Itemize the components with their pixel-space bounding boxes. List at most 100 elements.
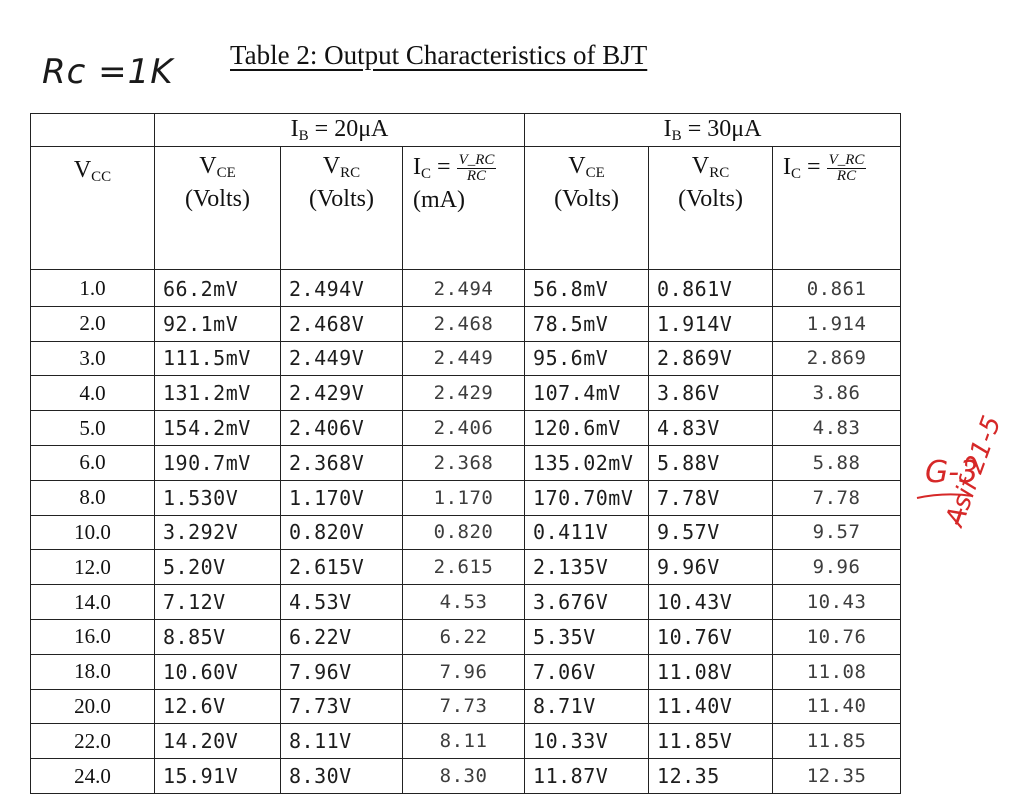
vrc-cell: 0.820V [280, 514, 403, 551]
ic-cell: 11.08 [772, 653, 902, 690]
vce-subscript: CE [585, 165, 605, 181]
vrc-cell: 9.96V [648, 549, 774, 586]
col-header-ic-ib30: IC = V_RC RC [772, 146, 902, 270]
ic-numerator: V_RC [826, 152, 867, 169]
vrc-cell: 2.494V [280, 269, 403, 307]
col-header-vce-ib30: VCE (Volts) [524, 146, 650, 270]
vce-cell: 10.60V [154, 653, 281, 690]
col-header-vrc-ib20: VRC (Volts) [280, 146, 403, 270]
ic-cell: 4.83 [772, 410, 902, 446]
vcc-cell: 20.0 [30, 688, 155, 725]
volts-unit: (Volts) [678, 186, 743, 212]
ic-cell: 8.11 [401, 723, 526, 760]
ib30-value: = 30μA [681, 115, 762, 142]
ic-cell: 2.449 [401, 340, 526, 377]
vce-cell: 7.06V [524, 653, 650, 690]
vcc-cell: 16.0 [30, 618, 155, 655]
vcc-cell: 12.0 [30, 549, 155, 586]
ib30-subscript: B [671, 127, 682, 144]
vce-cell: 14.20V [154, 723, 281, 760]
table-title: Table 2: Output Characteristics of BJT [230, 40, 648, 70]
vce-cell: 5.35V [524, 618, 650, 655]
volts-unit: (Volts) [309, 186, 374, 212]
vrc-cell: 10.43V [648, 584, 774, 620]
vcc-cell: 1.0 [30, 269, 155, 307]
col-header-ic-ib20: IC = V_RC RC (mA) [401, 146, 526, 270]
ic-cell: 10.43 [772, 584, 902, 620]
ic-cell: 2.615 [401, 549, 526, 586]
vrc-cell: 12.35 [648, 758, 774, 794]
empty-corner-cell [30, 113, 155, 147]
ic-symbol: I [413, 154, 421, 181]
vce-cell: 66.2mV [154, 269, 281, 307]
table-row: 24.0 15.91V 8.30V 8.30 11.87V 12.35 12.35 [30, 758, 902, 794]
vce-cell: 3.292V [154, 514, 281, 551]
vrc-cell: 2.406V [280, 410, 403, 446]
ma-unit: (mA) [413, 187, 465, 214]
vce-symbol: V [568, 153, 586, 179]
vce-cell: 0.411V [524, 514, 650, 551]
grade-annotation: G-3 [925, 455, 979, 490]
vrc-subscript: RC [709, 165, 730, 181]
vce-cell: 11.87V [524, 758, 650, 794]
table-row: 22.0 14.20V 8.11V 8.11 10.33V 11.85V 11.85 [30, 723, 902, 760]
vcc-cell: 4.0 [30, 375, 155, 412]
vrc-cell: 2.368V [280, 444, 403, 481]
table-row: 8.0 1.530V 1.170V 1.170 170.70mV 7.78V 7.78 [30, 479, 902, 516]
volts-unit: (Volts) [554, 186, 619, 212]
group-header-ib-20: IB = 20μA [153, 113, 526, 147]
ic-cell: 1.170 [401, 479, 526, 516]
vcc-cell: 18.0 [30, 653, 155, 690]
vcc-cell: 8.0 [30, 479, 155, 516]
vrc-cell: 5.88V [648, 444, 774, 481]
vce-cell: 1.530V [154, 479, 281, 516]
ic-cell: 2.468 [401, 305, 526, 342]
table-row: 12.0 5.20V 2.615V 2.615 2.135V 9.96V 9.96 [30, 549, 902, 586]
vrc-cell: 8.11V [280, 723, 403, 760]
vce-cell: 107.4mV [524, 375, 650, 412]
vrc-cell: 2.449V [280, 340, 403, 377]
ic-cell: 2.429 [401, 375, 526, 412]
table-row: 20.0 12.6V 7.73V 7.73 8.71V 11.40V 11.40 [30, 688, 902, 725]
vce-cell: 92.1mV [154, 305, 281, 342]
group-header-ib-30: IB = 30μA [524, 113, 902, 147]
vrc-symbol: V [322, 153, 341, 179]
ic-cell: 5.88 [772, 444, 902, 481]
vcc-subscript: CC [91, 169, 112, 185]
vrc-cell: 8.30V [280, 758, 403, 794]
ic-cell: 6.22 [401, 618, 526, 655]
vrc-cell: 7.96V [280, 653, 403, 690]
vrc-cell: 2.615V [280, 549, 403, 586]
ic-cell: 7.73 [401, 688, 526, 725]
vce-cell: 190.7mV [154, 444, 281, 481]
vrc-cell: 7.73V [280, 688, 403, 725]
table-row: 2.0 92.1mV 2.468V 2.468 78.5mV 1.914V 1.914 [30, 305, 902, 342]
ib30-symbol: I [663, 115, 672, 142]
ic-cell: 11.85 [772, 723, 902, 760]
table-body: 1.0 66.2mV 2.494V 2.494 56.8mV 0.861V 0.861 2.0… [30, 269, 902, 794]
col-header-vcc: VCC [30, 146, 155, 270]
vcc-cell: 10.0 [30, 514, 155, 551]
vce-cell: 120.6mV [524, 410, 650, 446]
vce-cell: 111.5mV [154, 340, 281, 377]
vrc-cell: 11.85V [648, 723, 774, 760]
vce-cell: 8.71V [524, 688, 650, 725]
ic-subscript: C [421, 166, 432, 183]
table-row: 5.0 154.2mV 2.406V 2.406 120.6mV 4.83V 4.83 [30, 410, 902, 446]
volts-unit: (Volts) [185, 186, 250, 212]
vcc-cell: 2.0 [30, 305, 155, 342]
vrc-subscript: RC [340, 165, 361, 181]
ib20-symbol: I [290, 115, 299, 142]
vcc-cell: 5.0 [30, 410, 155, 446]
ic-cell: 11.40 [772, 688, 902, 725]
vce-cell: 56.8mV [524, 269, 650, 307]
vrc-cell: 1.170V [280, 479, 403, 516]
vce-cell: 8.85V [154, 618, 281, 655]
ic-cell: 9.96 [772, 549, 902, 586]
vrc-cell: 0.861V [648, 269, 774, 307]
grade-underline [916, 493, 974, 499]
vce-cell: 95.6mV [524, 340, 650, 377]
ic-subscript: C [791, 166, 802, 183]
vce-cell: 135.02mV [524, 444, 650, 481]
ic-cell: 0.820 [401, 514, 526, 551]
